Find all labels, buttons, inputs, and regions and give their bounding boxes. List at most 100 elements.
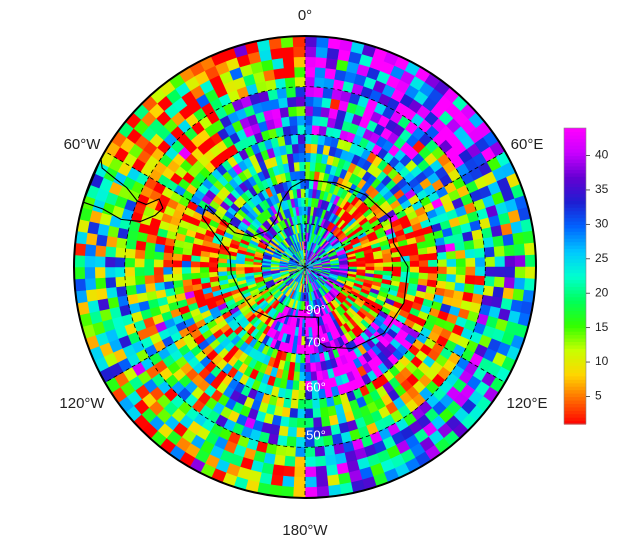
colorbar-swatch <box>564 379 586 384</box>
colorbar-swatch <box>564 413 586 418</box>
colorbar-swatch <box>564 207 586 212</box>
heatmap-cell <box>298 152 306 163</box>
heatmap-cell <box>285 143 294 155</box>
heatmap-cell <box>171 259 183 268</box>
heatmap-cell <box>296 408 306 419</box>
heatmap-cell <box>437 266 448 275</box>
latitude-label: 60° <box>306 380 326 395</box>
heatmap-cell <box>286 426 297 438</box>
heatmap-cell <box>427 252 438 261</box>
heatmap-cell <box>325 57 339 70</box>
heatmap-cell <box>512 288 525 302</box>
heatmap-cell <box>143 274 155 285</box>
colorbar-swatch <box>564 393 586 398</box>
heatmap-cell <box>454 241 466 252</box>
colorbar-swatch <box>564 365 586 370</box>
colorbar-swatch <box>564 183 586 188</box>
heatmap-cell <box>295 86 306 98</box>
colorbar-swatch <box>564 313 586 318</box>
heatmap-cell <box>409 266 420 274</box>
colorbar-swatch <box>564 241 586 246</box>
colorbar-swatch <box>564 179 586 184</box>
heatmap-cell <box>483 246 496 258</box>
heatmap-cell <box>190 260 201 268</box>
heatmap-cell <box>417 247 429 256</box>
heatmap-cell <box>273 67 286 80</box>
colorbar-swatch <box>564 417 586 422</box>
colorbar-swatch <box>564 303 586 308</box>
heatmap-cell <box>143 266 155 276</box>
heatmap-cell <box>84 243 97 257</box>
heatmap-cell <box>323 444 336 457</box>
colorbar-swatch <box>564 210 586 215</box>
heatmap-cell <box>304 36 318 48</box>
colorbar-swatch <box>564 368 586 373</box>
colorbar-swatch <box>564 362 586 367</box>
heatmap-cell <box>503 277 516 290</box>
heatmap-cell <box>279 106 290 118</box>
colorbar-swatch <box>564 165 586 170</box>
heatmap-cell <box>284 76 296 89</box>
heatmap-cell <box>294 170 301 181</box>
coastline <box>82 158 409 350</box>
colorbar-swatch <box>564 251 586 256</box>
colorbar-swatch <box>564 152 586 157</box>
heatmap-cell <box>171 266 183 275</box>
heatmap-cell <box>514 266 526 279</box>
colorbar-tick-label: 25 <box>595 251 609 265</box>
heatmap-cell <box>474 257 486 268</box>
heatmap-cell <box>304 353 311 364</box>
heatmap-cell <box>292 497 306 498</box>
heatmap-cell <box>143 249 155 260</box>
heatmap-cell <box>281 46 295 59</box>
heatmap-cell <box>134 248 146 259</box>
heatmap-cell <box>356 263 367 268</box>
heatmap-cell <box>311 398 321 410</box>
heatmap-cell <box>294 76 306 88</box>
heatmap-cell <box>426 245 438 255</box>
heatmap-cell <box>280 116 291 128</box>
heatmap-cell <box>513 277 526 291</box>
longitude-label: 120°W <box>59 395 105 412</box>
map-border <box>73 35 537 499</box>
colorbar-swatch <box>564 262 586 267</box>
heatmap-cell <box>293 161 301 172</box>
heatmap-cell <box>504 266 516 279</box>
colorbar-swatch <box>564 293 586 298</box>
heatmap-cell <box>287 105 298 117</box>
heatmap-cell <box>445 274 457 284</box>
heatmap-cell <box>494 266 506 278</box>
heatmap-cell <box>172 279 184 289</box>
heatmap-cell <box>400 266 411 273</box>
heatmap-cell <box>304 115 314 126</box>
heatmap-cell <box>382 257 393 264</box>
heatmap-cell <box>208 261 219 268</box>
heatmap-cell <box>124 257 136 268</box>
heatmap-cell <box>297 124 306 135</box>
heatmap-cell <box>309 362 317 373</box>
heatmap-cell <box>283 134 293 146</box>
colorbar-swatch <box>564 245 586 250</box>
colorbar-swatch <box>564 337 586 342</box>
longitude-meridian <box>104 266 306 383</box>
heatmap-cell <box>277 97 289 109</box>
heatmap-cell <box>304 66 316 78</box>
antarctica-coastline <box>201 179 409 350</box>
heatmap-cell <box>94 244 107 257</box>
heatmap-cell <box>502 233 515 247</box>
heatmap-cell <box>95 287 108 301</box>
heatmap-cell <box>124 266 136 277</box>
colorbar-swatch <box>564 248 586 253</box>
heatmap-cell <box>217 270 228 277</box>
heatmap-cell <box>304 105 314 117</box>
colorbar-tick-label: 15 <box>595 320 609 334</box>
latitude-circle <box>124 86 486 448</box>
heatmap-cell <box>74 266 86 280</box>
heatmap-cell <box>455 258 467 268</box>
colorbar-swatch <box>564 203 586 208</box>
colorbar-tick-label: 40 <box>595 148 609 162</box>
heatmap-cell <box>304 76 316 88</box>
colorbar-swatch <box>564 158 586 164</box>
heatmap-cell <box>314 66 327 79</box>
